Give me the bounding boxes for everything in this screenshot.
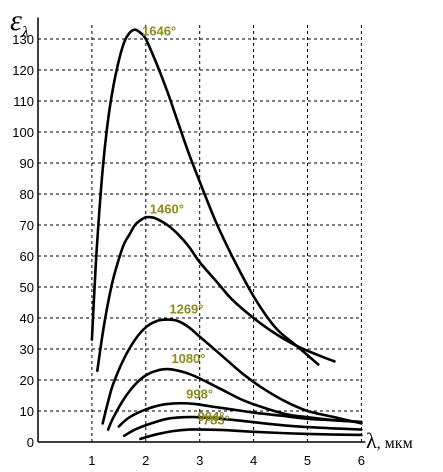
x-tick-label: 3 <box>196 453 203 468</box>
series-line <box>96 215 336 372</box>
y-tick-label: 70 <box>20 218 34 233</box>
series-line <box>122 415 363 438</box>
x-tick-label: 1 <box>88 453 95 468</box>
series-line <box>106 367 363 431</box>
x-tick-label: 4 <box>250 453 257 468</box>
y-tick-label: 30 <box>20 342 34 357</box>
y-axis-symbol: ε <box>10 4 22 37</box>
series-line <box>90 28 320 366</box>
series-label: 783° <box>203 413 230 428</box>
y-tick-label: 0 <box>27 435 34 450</box>
series-line <box>101 318 363 425</box>
axes <box>37 17 366 443</box>
x-axis-symbol: λ <box>366 428 377 453</box>
x-axis-label: λ, мкм <box>366 428 413 453</box>
curve-labels: 1646° 1460° 1269° 1080° 998° 904°783° <box>142 24 230 428</box>
y-tick-label: 90 <box>20 156 34 171</box>
series-label: 1460° <box>150 201 184 216</box>
y-tick-label: 80 <box>20 187 34 202</box>
x-tick-label: 5 <box>304 453 311 468</box>
y-tick-label: 40 <box>20 311 34 326</box>
series-label: 1646° <box>142 24 176 39</box>
series-label: 998° <box>186 386 213 401</box>
y-tick-label: 60 <box>20 249 34 264</box>
y-tick-label: 20 <box>20 373 34 388</box>
y-tick-label: 130 <box>12 32 34 47</box>
x-axis-unit: , мкм <box>377 435 413 452</box>
y-axis-label: ελ <box>10 4 29 41</box>
y-tick-label: 10 <box>20 404 34 419</box>
x-tick-label: 2 <box>142 453 149 468</box>
y-tick-label: 120 <box>12 63 34 78</box>
series-label: 1269° <box>169 302 203 317</box>
y-tick-label: 100 <box>12 125 34 140</box>
y-axis-subscript: λ <box>21 24 29 41</box>
series-line <box>139 428 363 441</box>
tick-labels: 0 10 20 30 40 50 60 70 80 90 100 110 120 130 1 2 3 4 5 6 <box>12 32 365 468</box>
curves <box>90 28 363 441</box>
y-tick-label: 50 <box>20 280 34 295</box>
x-tick-label: 6 <box>358 453 365 468</box>
y-tick-label: 110 <box>13 94 34 109</box>
series-label: 1080° <box>171 351 205 366</box>
grid <box>38 23 362 442</box>
series-label: 904° <box>198 409 225 424</box>
series-line <box>117 401 363 428</box>
